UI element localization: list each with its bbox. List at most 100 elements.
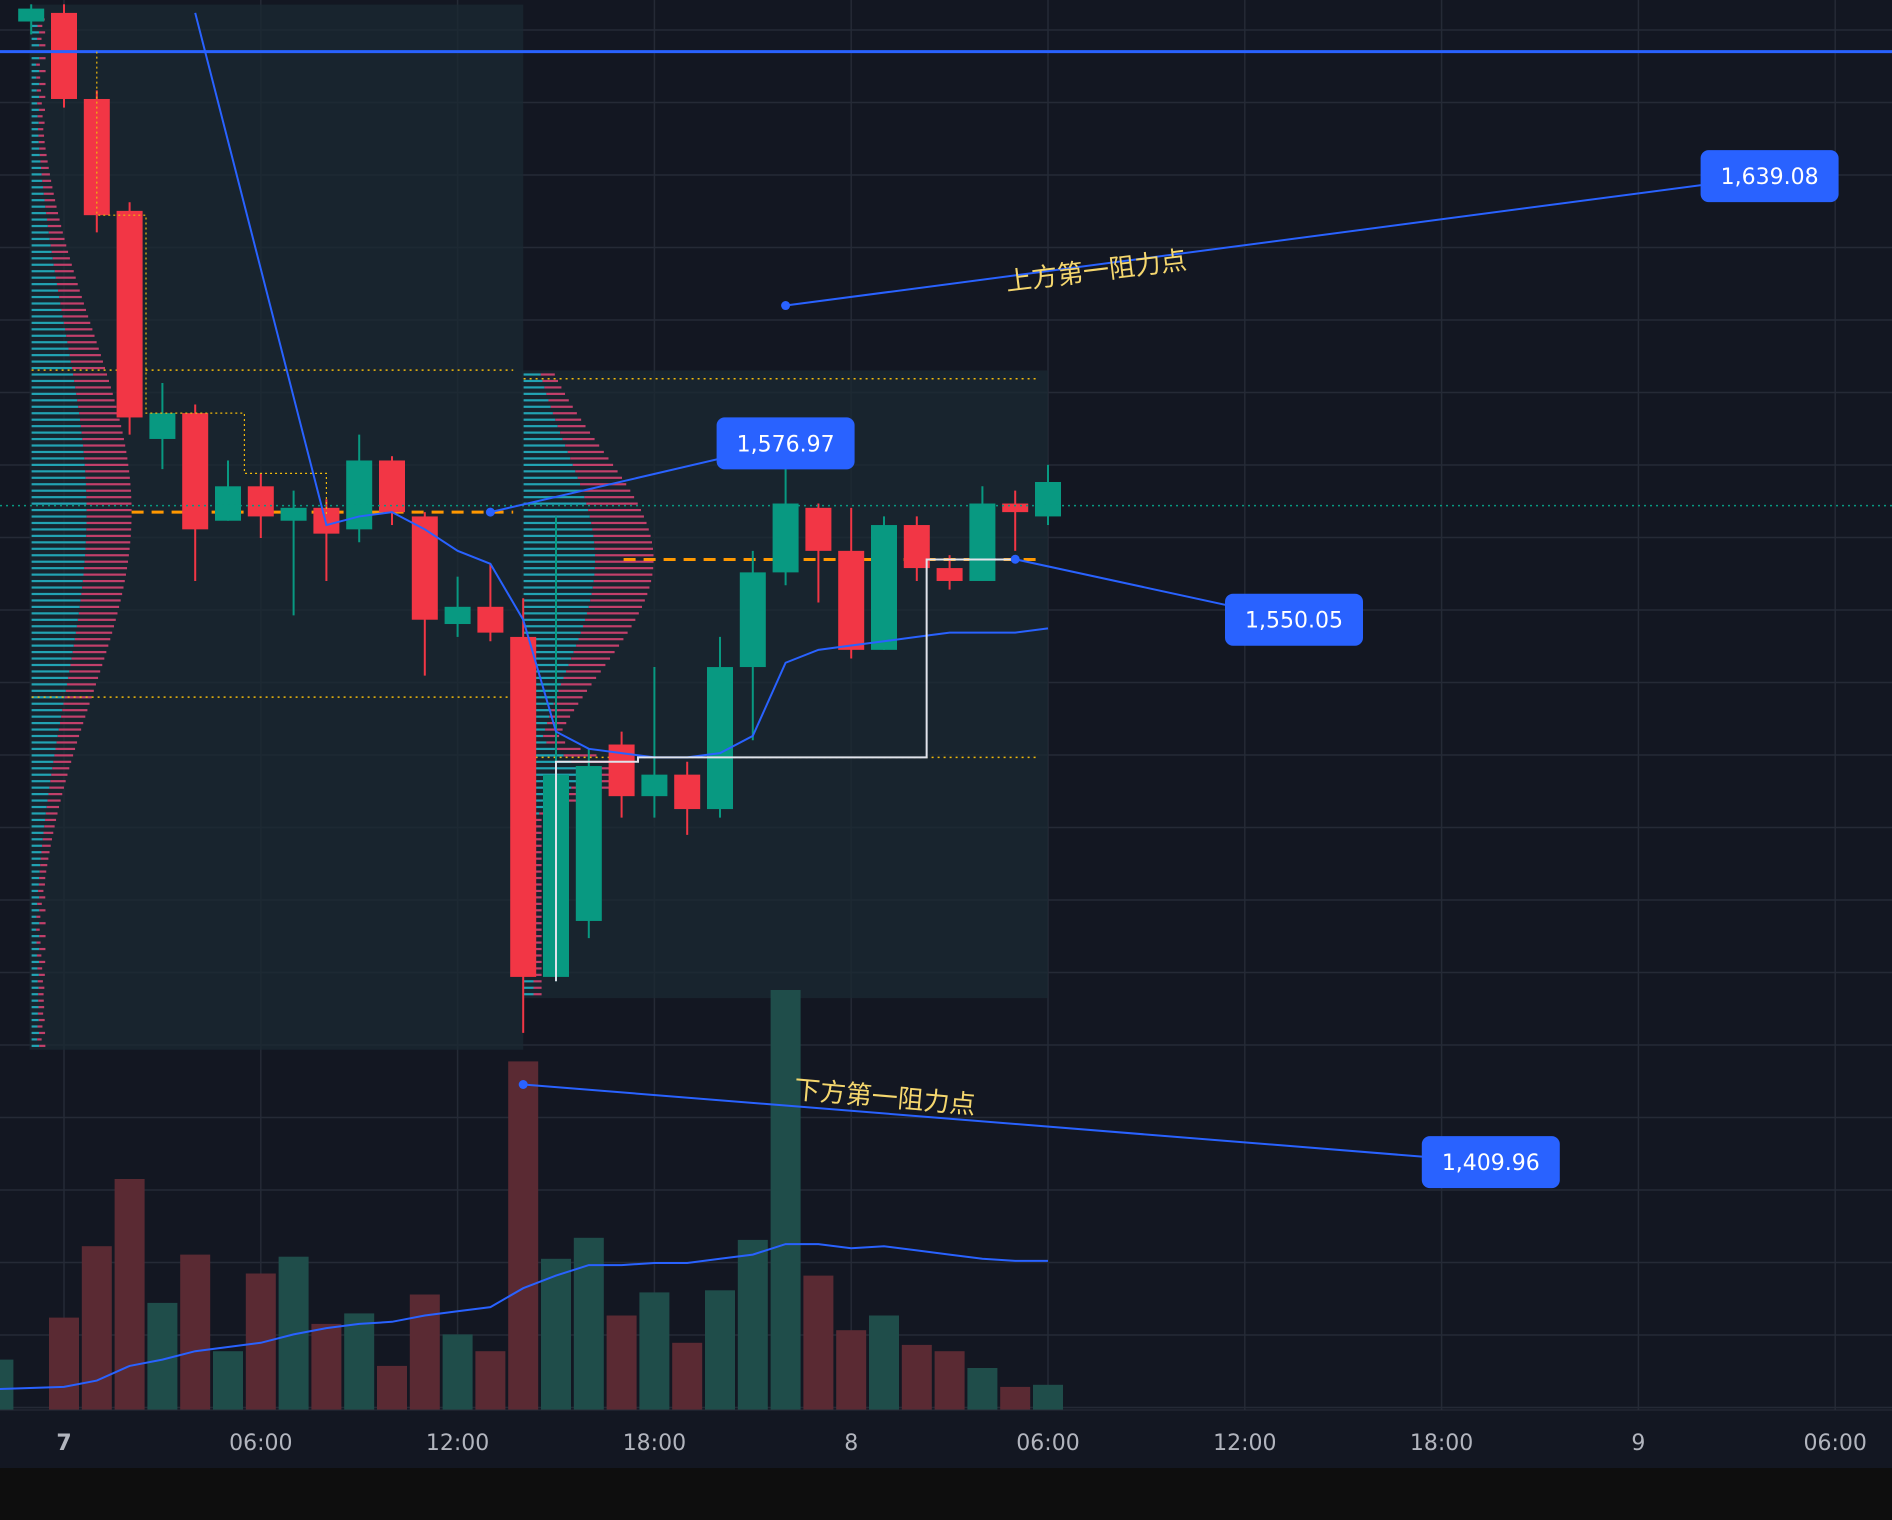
profile-row-sell (38, 986, 45, 989)
profile-row-buy (523, 760, 572, 763)
profile-row-buy (31, 941, 37, 944)
profile-row-sell (591, 592, 648, 596)
profile-row-buy (31, 321, 64, 324)
profile-row-buy (523, 579, 594, 583)
profile-row-sell (86, 515, 132, 518)
profile-row-sell (45, 818, 57, 822)
profile-row-sell (85, 476, 130, 479)
candle-body (871, 525, 897, 650)
profile-row-buy (31, 696, 65, 699)
profile-row-sell (60, 302, 84, 305)
profile-row-sell (592, 528, 649, 531)
profile-row-sell (62, 315, 89, 318)
candle-body (510, 636, 537, 977)
profile-row-buy (31, 405, 79, 408)
profile-row-sell (533, 831, 542, 834)
profile-row-buy (523, 463, 573, 466)
profile-row-sell (558, 689, 588, 692)
profile-row-buy (31, 573, 84, 576)
profile-row-sell (533, 915, 542, 918)
profile-row-sell (576, 644, 620, 647)
profile-row-buy (31, 889, 39, 893)
profile-row-sell (63, 321, 91, 324)
profile-row-sell (43, 192, 54, 195)
profile-row-buy (31, 747, 56, 751)
volume-bar (934, 1351, 965, 1410)
profile-row-sell (49, 786, 64, 789)
candle-body (411, 516, 438, 620)
volume-bar (573, 1237, 604, 1410)
profile-row-sell (66, 683, 96, 686)
candle-body (116, 210, 143, 418)
profile-row-buy (523, 670, 567, 673)
profile-row-buy (523, 502, 587, 505)
trend-line-anchor (781, 301, 791, 311)
profile-row-sell (81, 592, 123, 596)
profile-row-buy (31, 153, 40, 157)
profile-row-sell (78, 612, 118, 615)
profile-row-sell (533, 941, 542, 944)
profile-row-buy (31, 818, 46, 822)
candle-body (280, 507, 307, 521)
profile-row-buy (523, 554, 596, 557)
profile-row-buy (31, 670, 70, 673)
volume-bar (508, 1061, 539, 1410)
profile-row-sell (588, 605, 643, 609)
profile-row-sell (533, 902, 542, 905)
profile-row-buy (31, 896, 40, 899)
profile-row-buy (31, 360, 71, 363)
candle-body (739, 572, 766, 668)
volume-bar (770, 990, 801, 1410)
profile-row-sell (38, 141, 45, 144)
profile-row-buy (31, 102, 38, 105)
profile-row-sell (74, 638, 111, 641)
profile-row-sell (47, 799, 61, 802)
profile-row-sell (37, 980, 43, 983)
volume-ma-line (0, 1243, 1048, 1390)
profile-row-sell (39, 909, 46, 912)
profile-row-buy (31, 1031, 40, 1035)
profile-row-sell (570, 457, 609, 460)
profile-row-buy (31, 935, 40, 938)
profile-row-sell (40, 864, 48, 867)
volume-bar (1033, 1384, 1063, 1410)
profile-row-buy (523, 618, 586, 621)
profile-row-buy (31, 450, 84, 454)
profile-row-buy (31, 483, 86, 486)
profile-row-sell (39, 57, 46, 60)
profile-row-sell (85, 547, 130, 550)
profile-row-sell (86, 534, 131, 537)
profile-row-buy (31, 160, 41, 163)
profile-row-sell (42, 838, 52, 841)
candle-body (575, 766, 602, 921)
profile-row-buy (523, 638, 579, 641)
profile-row-buy (31, 902, 38, 905)
profile-row-sell (533, 967, 542, 970)
profile-row-sell (80, 425, 122, 428)
price-tag-label: 1,576.97 (737, 432, 835, 457)
profile-row-sell (550, 405, 573, 408)
profile-row-buy (31, 909, 40, 912)
volume-bar (442, 1334, 473, 1410)
profile-row-buy (31, 1038, 38, 1041)
volume-moving-average (0, 1243, 1048, 1390)
profile-row-buy (31, 128, 39, 131)
profile-row-buy (523, 431, 561, 434)
profile-row-sell (533, 851, 542, 854)
profile-row-sell (85, 483, 131, 486)
profile-row-sell (71, 657, 105, 660)
trend-lines[interactable]: 1,639.08 1,576.97 1,550.05 1,409.96 (485, 150, 1839, 1189)
profile-row-sell (36, 63, 40, 66)
profile-row-buy (31, 457, 85, 460)
profile-row-sell (40, 857, 49, 860)
profile-row-sell (84, 560, 129, 563)
profile-row-sell (533, 870, 542, 873)
profile-row-buy (31, 876, 40, 880)
profile-row-sell (590, 599, 645, 602)
candle-body (936, 568, 963, 581)
price-tag (716, 417, 855, 470)
price-chart[interactable]: 1,639.081,576.971,550.051,409.96 上方第一阻力点… (0, 0, 1892, 1468)
profile-row-buy (31, 541, 86, 544)
profile-row-sell (77, 399, 115, 402)
profile-row-buy (31, 922, 40, 925)
